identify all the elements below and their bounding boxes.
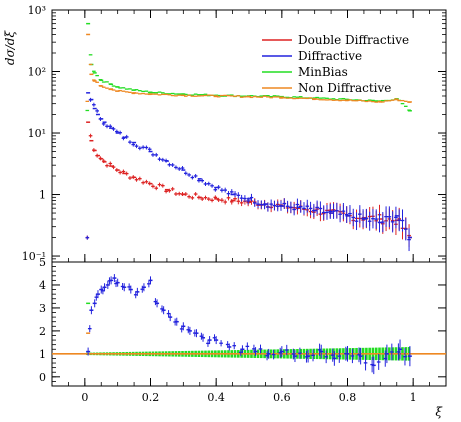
- x-tick-label: 0.8: [339, 391, 357, 404]
- ratio-panel: 0 0.2 0.4 0.6 0.8 1 0 1 2 3 4 5 ξ: [39, 256, 447, 419]
- x-axis-label: ξ: [435, 405, 443, 419]
- y-tick-label: 10¹: [28, 127, 46, 140]
- x-tick-label: 0.4: [207, 391, 225, 404]
- ratio-y-tick-label: 0: [39, 371, 46, 384]
- series-diffractive: [85, 92, 412, 252]
- ratio-y-tick-label: 4: [39, 279, 46, 292]
- series-non-diffractive: [85, 33, 412, 103]
- legend-entry: MinBias: [298, 65, 348, 79]
- legend: Double Diffractive Diffractive MinBias Non …: [262, 33, 409, 95]
- x-tick-label: 0.2: [142, 391, 160, 404]
- main-plot-frame: [51, 9, 447, 263]
- ratio-y-tick-label: 2: [39, 325, 46, 338]
- y-tick-label: 1: [39, 189, 46, 202]
- y-axis-label: dσ/dξ: [3, 30, 17, 66]
- main-panel: 10⁻¹ 1 10¹ 10² 10³ dσ/dξ: [3, 4, 447, 263]
- x-tick-label: 0.6: [273, 391, 291, 404]
- ratio-y-tick-label: 1: [39, 348, 46, 361]
- legend-entry: Non Diffractive: [298, 81, 391, 95]
- y-tick-label: 10²: [28, 66, 46, 79]
- ratio-y-tick-label: 3: [39, 302, 46, 315]
- ratio-y-tick-label: 5: [39, 256, 46, 269]
- x-tick-label: 1: [410, 391, 417, 404]
- legend-entry: Double Diffractive: [298, 33, 409, 47]
- x-tick-label: 0: [81, 391, 88, 404]
- y-tick-label: 10⁻¹: [22, 250, 46, 263]
- y-tick-label: 10³: [28, 4, 46, 17]
- ratio-series-diffractive: [86, 274, 412, 375]
- series-double-diffractive: [85, 121, 412, 247]
- legend-entry: Diffractive: [298, 49, 362, 63]
